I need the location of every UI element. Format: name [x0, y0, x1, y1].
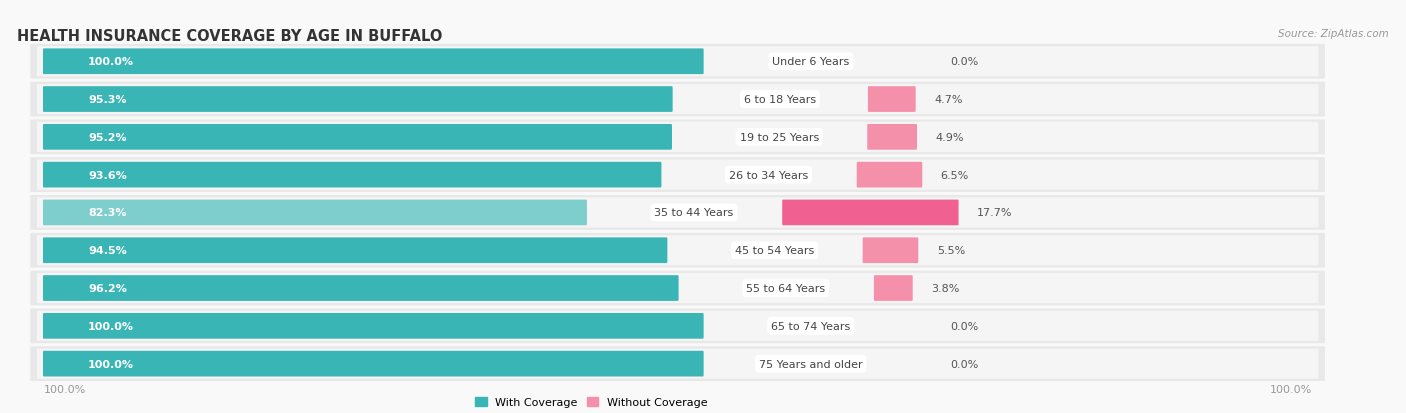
- FancyBboxPatch shape: [37, 122, 1319, 152]
- FancyBboxPatch shape: [37, 85, 1319, 115]
- FancyBboxPatch shape: [782, 200, 959, 226]
- FancyBboxPatch shape: [31, 309, 1324, 343]
- FancyBboxPatch shape: [875, 275, 912, 301]
- Text: 0.0%: 0.0%: [950, 321, 979, 331]
- FancyBboxPatch shape: [37, 47, 1319, 77]
- FancyBboxPatch shape: [44, 238, 668, 263]
- FancyBboxPatch shape: [37, 235, 1319, 266]
- FancyBboxPatch shape: [37, 198, 1319, 228]
- FancyBboxPatch shape: [37, 273, 1319, 304]
- Text: Under 6 Years: Under 6 Years: [772, 57, 849, 67]
- FancyBboxPatch shape: [44, 162, 661, 188]
- Text: 55 to 64 Years: 55 to 64 Years: [747, 283, 825, 293]
- FancyBboxPatch shape: [44, 351, 703, 377]
- FancyBboxPatch shape: [863, 238, 918, 263]
- Text: 4.9%: 4.9%: [935, 133, 965, 142]
- Text: 94.5%: 94.5%: [89, 246, 127, 256]
- Text: 100.0%: 100.0%: [89, 321, 134, 331]
- FancyBboxPatch shape: [31, 347, 1324, 381]
- Text: 65 to 74 Years: 65 to 74 Years: [770, 321, 851, 331]
- Text: 100.0%: 100.0%: [1270, 385, 1312, 394]
- FancyBboxPatch shape: [31, 120, 1324, 155]
- Text: 0.0%: 0.0%: [950, 359, 979, 369]
- FancyBboxPatch shape: [37, 160, 1319, 190]
- FancyBboxPatch shape: [37, 349, 1319, 379]
- FancyBboxPatch shape: [37, 311, 1319, 341]
- Text: 3.8%: 3.8%: [931, 283, 959, 293]
- Text: 100.0%: 100.0%: [89, 57, 134, 67]
- FancyBboxPatch shape: [31, 233, 1324, 268]
- FancyBboxPatch shape: [44, 125, 672, 150]
- FancyBboxPatch shape: [31, 45, 1324, 79]
- FancyBboxPatch shape: [31, 158, 1324, 192]
- Text: 100.0%: 100.0%: [89, 359, 134, 369]
- Text: 95.3%: 95.3%: [89, 95, 127, 105]
- Text: 26 to 34 Years: 26 to 34 Years: [728, 170, 808, 180]
- Text: 17.7%: 17.7%: [977, 208, 1012, 218]
- FancyBboxPatch shape: [44, 200, 586, 226]
- FancyBboxPatch shape: [856, 162, 922, 188]
- FancyBboxPatch shape: [31, 196, 1324, 230]
- FancyBboxPatch shape: [44, 275, 679, 301]
- Text: 6.5%: 6.5%: [941, 170, 969, 180]
- Text: 96.2%: 96.2%: [89, 283, 127, 293]
- Text: 100.0%: 100.0%: [44, 385, 86, 394]
- Text: 45 to 54 Years: 45 to 54 Years: [735, 246, 814, 256]
- Text: 6 to 18 Years: 6 to 18 Years: [744, 95, 815, 105]
- Text: 5.5%: 5.5%: [936, 246, 965, 256]
- FancyBboxPatch shape: [44, 87, 672, 113]
- FancyBboxPatch shape: [44, 313, 703, 339]
- FancyBboxPatch shape: [44, 49, 703, 75]
- Text: 4.7%: 4.7%: [934, 95, 963, 105]
- Text: 19 to 25 Years: 19 to 25 Years: [740, 133, 818, 142]
- FancyBboxPatch shape: [31, 83, 1324, 117]
- Text: 82.3%: 82.3%: [89, 208, 127, 218]
- Text: Source: ZipAtlas.com: Source: ZipAtlas.com: [1278, 29, 1389, 39]
- Text: 35 to 44 Years: 35 to 44 Years: [654, 208, 734, 218]
- Legend: With Coverage, Without Coverage: With Coverage, Without Coverage: [471, 393, 711, 412]
- Text: 75 Years and older: 75 Years and older: [759, 359, 863, 369]
- Text: 0.0%: 0.0%: [950, 57, 979, 67]
- FancyBboxPatch shape: [868, 125, 917, 150]
- Text: HEALTH INSURANCE COVERAGE BY AGE IN BUFFALO: HEALTH INSURANCE COVERAGE BY AGE IN BUFF…: [17, 29, 443, 44]
- Text: 95.2%: 95.2%: [89, 133, 127, 142]
- FancyBboxPatch shape: [868, 87, 915, 113]
- FancyBboxPatch shape: [31, 271, 1324, 306]
- Text: 93.6%: 93.6%: [89, 170, 127, 180]
